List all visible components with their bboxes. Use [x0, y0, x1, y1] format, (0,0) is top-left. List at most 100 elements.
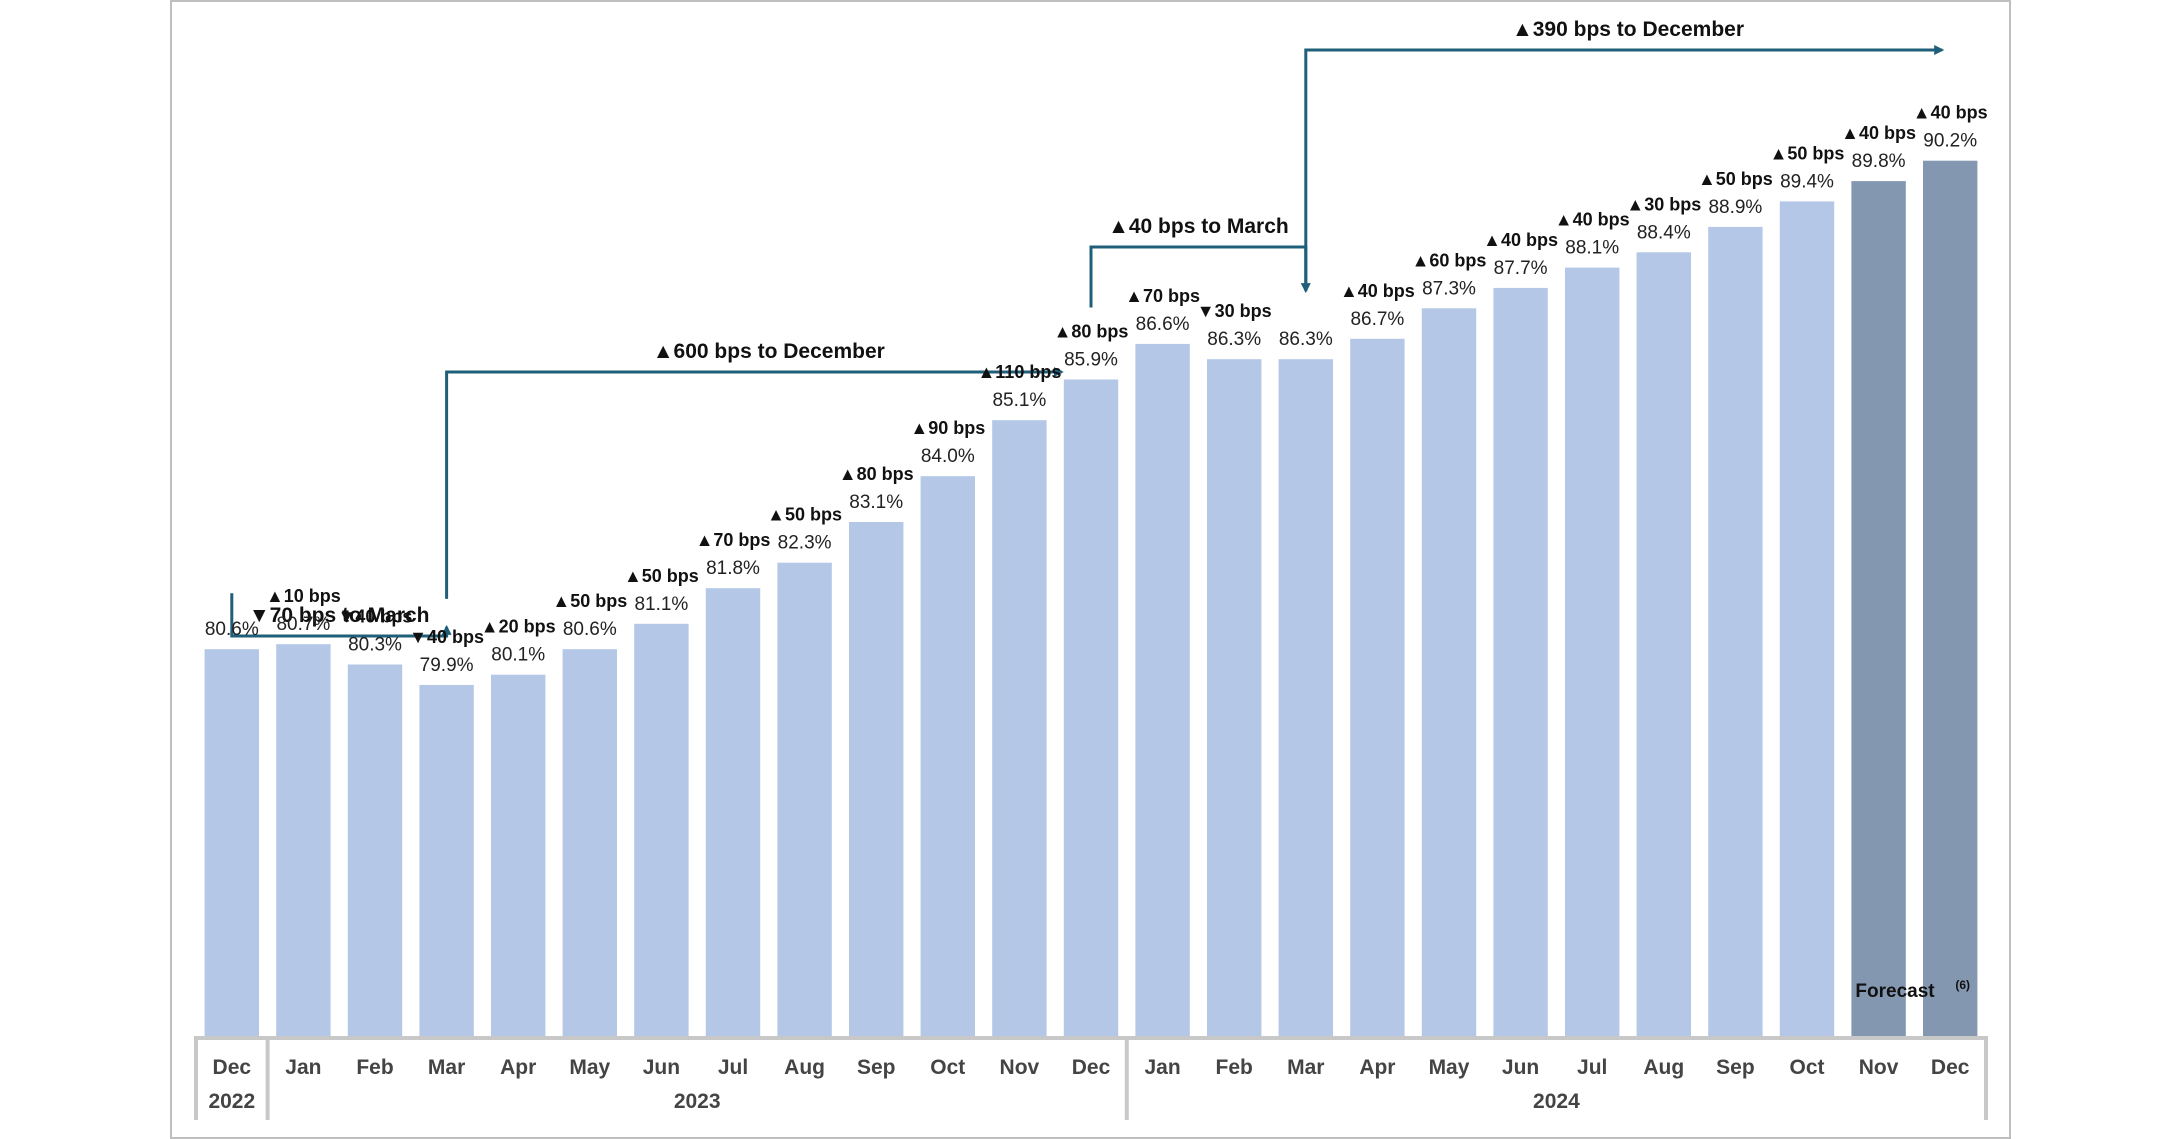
month-label-22: Oct: [1789, 1056, 1824, 1079]
bar-12: [1063, 379, 1119, 1036]
bar-2: [347, 664, 403, 1036]
value-label-3: 79.9%: [420, 655, 474, 676]
month-label-19: Jul: [1577, 1056, 1607, 1079]
value-label-20: 88.4%: [1637, 222, 1691, 243]
value-label-10: 84.0%: [921, 446, 975, 467]
value-label-12: 85.9%: [1064, 350, 1118, 371]
x-axis: Dec Jan Feb Mar Apr May Jun Jul Aug Sep Oct Nov Dec J…: [194, 1036, 1988, 1120]
value-label-17: 87.3%: [1422, 278, 1476, 299]
change-label-23: ▲40 bps: [1841, 123, 1916, 143]
bar-0: [204, 649, 259, 1036]
bar-8: [777, 562, 832, 1036]
year-label-2023: 2023: [674, 1090, 721, 1113]
month-label-14: Feb: [1216, 1056, 1253, 1079]
value-label-18: 87.7%: [1494, 258, 1548, 279]
annotation-label-1: ▲600 bps to December: [653, 340, 885, 363]
value-label-6: 81.1%: [634, 594, 688, 615]
change-label-2: ▼40 bps: [338, 607, 413, 627]
month-label-15: Mar: [1287, 1056, 1324, 1079]
value-label-14: 86.3%: [1207, 329, 1261, 350]
value-label-13: 86.6%: [1136, 314, 1190, 335]
bar-22: [1779, 201, 1835, 1036]
value-label-7: 81.8%: [706, 558, 760, 579]
annotation-label-2: ▲40 bps to March: [1108, 215, 1289, 238]
change-label-18: ▲40 bps: [1483, 230, 1558, 250]
annotation-arrow-3: [1304, 45, 1945, 288]
annotation-label-0: ▼70 bps to March: [249, 604, 430, 627]
month-label-16: Apr: [1359, 1056, 1395, 1079]
month-label-9: Sep: [857, 1056, 896, 1079]
value-label-5: 80.6%: [563, 619, 617, 640]
bar-15: [1278, 359, 1333, 1036]
change-label-5: ▲50 bps: [552, 591, 627, 611]
value-labels-layer: 80.6% 80.7% ▲10 bps 80.3% ▼40 bps 79.9% ▼40 bp…: [205, 103, 1988, 1002]
value-label-0: 80.6%: [205, 619, 259, 640]
value-label-4: 80.1%: [491, 645, 545, 666]
value-label-22: 89.4%: [1780, 171, 1834, 192]
bar-5: [562, 649, 617, 1036]
change-label-13: ▲70 bps: [1125, 286, 1200, 306]
value-label-11: 85.1%: [992, 390, 1046, 411]
annotation-label-3: ▲390 bps to December: [1512, 18, 1744, 41]
change-label-24: ▲40 bps: [1913, 103, 1988, 123]
change-label-6: ▲50 bps: [624, 566, 699, 586]
bar-17: [1421, 308, 1477, 1036]
annotations-layer: ▼70 bps to March ▲600 bps to December ▲40 …: [230, 18, 1945, 638]
month-label-21: Sep: [1716, 1056, 1755, 1079]
change-label-16: ▲40 bps: [1340, 281, 1415, 301]
bar-4: [491, 674, 546, 1036]
value-label-19: 88.1%: [1565, 238, 1619, 259]
bar-7: [705, 588, 761, 1036]
month-label-0: Dec: [213, 1056, 252, 1079]
month-label-5: May: [569, 1056, 610, 1079]
value-label-15: 86.3%: [1279, 329, 1333, 350]
bar-9: [849, 522, 904, 1036]
change-label-7: ▲70 bps: [696, 530, 771, 550]
value-label-23: 89.8%: [1852, 151, 1906, 172]
month-label-2: Feb: [356, 1056, 393, 1079]
bar-3: [419, 684, 474, 1036]
change-label-19: ▲40 bps: [1555, 210, 1630, 230]
change-label-21: ▲50 bps: [1698, 169, 1773, 189]
month-label-4: Apr: [500, 1056, 536, 1079]
change-label-4: ▲20 bps: [481, 617, 556, 637]
bar-16: [1350, 338, 1405, 1036]
change-label-17: ▲60 bps: [1412, 250, 1487, 270]
year-label-2024: 2024: [1533, 1090, 1580, 1113]
value-label-16: 86.7%: [1350, 309, 1404, 330]
month-label-11: Nov: [1000, 1056, 1040, 1079]
bar-11: [992, 420, 1047, 1036]
month-label-13: Jan: [1145, 1056, 1181, 1079]
bar-14: [1207, 359, 1262, 1036]
change-label-8: ▲50 bps: [767, 505, 842, 525]
month-label-6: Jun: [643, 1056, 680, 1079]
month-label-10: Oct: [930, 1056, 965, 1079]
bar-24: [1923, 160, 1978, 1036]
forecast-label: Forecast: [1855, 981, 1935, 1002]
value-label-24: 90.2%: [1923, 131, 1977, 152]
month-label-17: May: [1429, 1056, 1470, 1079]
bar-10: [920, 476, 975, 1036]
month-label-18: Jun: [1502, 1056, 1539, 1079]
month-label-3: Mar: [428, 1056, 465, 1079]
bar-1: [276, 644, 331, 1036]
month-label-23: Nov: [1859, 1056, 1899, 1079]
bar-21: [1708, 226, 1763, 1036]
value-label-9: 83.1%: [849, 492, 903, 513]
annotation-arrow-0: [230, 593, 452, 638]
bars-layer: [204, 160, 1978, 1037]
bar-18: [1493, 287, 1548, 1036]
month-label-7: Jul: [718, 1056, 748, 1079]
value-label-21: 88.9%: [1708, 197, 1762, 218]
value-label-2: 80.3%: [348, 635, 402, 656]
bar-6: [634, 623, 689, 1036]
annotation-arrow-1: [445, 367, 1064, 599]
month-label-20: Aug: [1643, 1056, 1684, 1079]
value-label-8: 82.3%: [778, 533, 832, 554]
bar-19: [1565, 267, 1620, 1037]
bar-23: [1851, 181, 1906, 1037]
month-label-1: Jan: [285, 1056, 321, 1079]
change-label-14: ▼30 bps: [1197, 301, 1272, 321]
change-label-11: ▲110 bps: [977, 362, 1061, 382]
